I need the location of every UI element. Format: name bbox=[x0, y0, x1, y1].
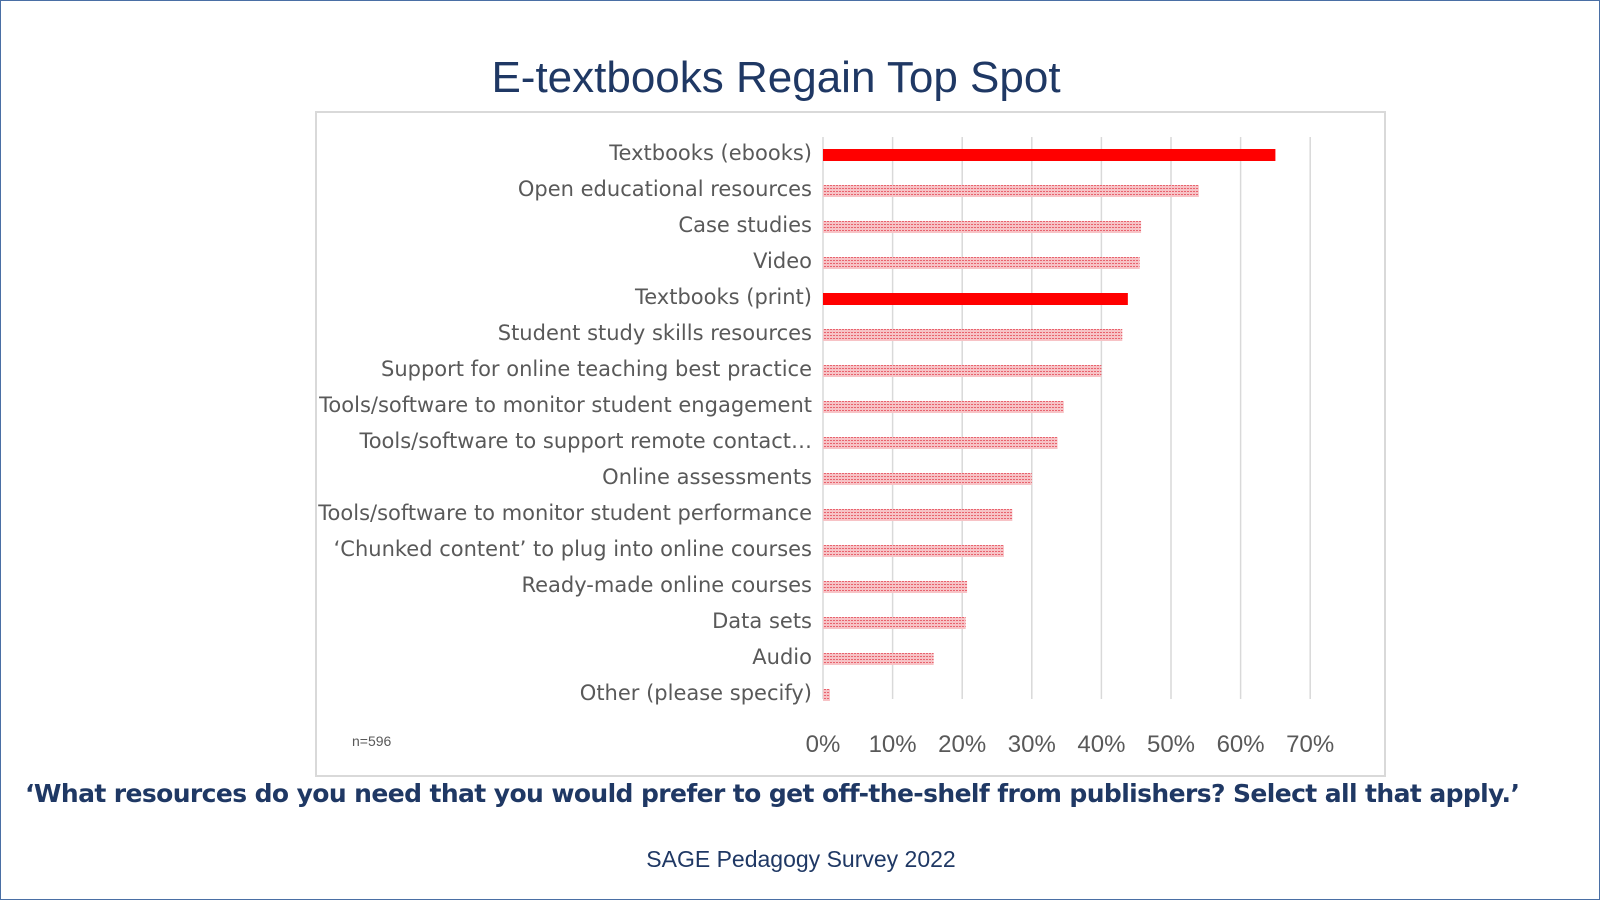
x-tick-label: 30% bbox=[1007, 731, 1056, 758]
bar-6 bbox=[823, 365, 1102, 377]
category-labels: Textbooks (ebooks) Open educational resou… bbox=[317, 113, 812, 775]
category-label: Data sets bbox=[712, 609, 812, 633]
bar-2 bbox=[823, 221, 1142, 233]
bar-4 bbox=[823, 293, 1128, 305]
category-label: Case studies bbox=[678, 213, 812, 237]
bar-10 bbox=[823, 509, 1013, 521]
category-label: Tools/software to monitor student engage… bbox=[319, 393, 812, 417]
bar-7 bbox=[823, 401, 1064, 413]
x-tick-label: 10% bbox=[868, 731, 917, 758]
slide-title: E-textbooks Regain Top Spot bbox=[491, 53, 1061, 102]
bar-1 bbox=[823, 185, 1199, 197]
category-label: Open educational resources bbox=[517, 177, 812, 201]
bar-13 bbox=[823, 617, 966, 629]
x-tick-label: 50% bbox=[1146, 731, 1196, 758]
x-tick-label: 60% bbox=[1216, 731, 1265, 758]
category-label: Student study skills resources bbox=[497, 321, 812, 345]
category-label: Other (please specify) bbox=[579, 681, 812, 705]
bar-5 bbox=[823, 329, 1123, 341]
bar-12 bbox=[823, 581, 968, 593]
survey-question: ‘What resources do you need that you wou… bbox=[25, 779, 1520, 808]
bar-0 bbox=[823, 149, 1276, 161]
category-label: Video bbox=[753, 249, 812, 273]
x-tick-label: 40% bbox=[1077, 731, 1126, 758]
category-label: Tools/software to monitor student perfor… bbox=[318, 501, 812, 525]
x-tick-label: 0% bbox=[805, 731, 841, 758]
bar-9 bbox=[823, 473, 1032, 485]
category-label: ‘Chunked content’ to plug into online co… bbox=[333, 537, 812, 561]
category-label: Support for online teaching best practic… bbox=[380, 357, 812, 381]
x-tick-label: 20% bbox=[938, 731, 987, 758]
chart-container: Textbooks (ebooks) Open educational resou… bbox=[315, 111, 1386, 777]
bar-11 bbox=[823, 545, 1004, 557]
x-tick-label: 70% bbox=[1286, 731, 1335, 758]
category-label: Tools/software to support remote contact… bbox=[359, 429, 812, 453]
bar-15 bbox=[823, 689, 830, 701]
sample-size-note: n=596 bbox=[352, 733, 392, 749]
bar-chart bbox=[822, 137, 1311, 701]
source-text: SAGE Pedagogy Survey 2022 bbox=[646, 846, 956, 872]
bar-3 bbox=[823, 257, 1140, 269]
bar-14 bbox=[823, 653, 934, 665]
category-label: Audio bbox=[752, 645, 812, 669]
category-label: Ready-made online courses bbox=[521, 573, 812, 597]
category-label: Online assessments bbox=[602, 465, 812, 489]
category-label: Textbooks (print) bbox=[634, 285, 812, 309]
bar-8 bbox=[823, 437, 1058, 449]
category-label: Textbooks (ebooks) bbox=[609, 141, 812, 165]
